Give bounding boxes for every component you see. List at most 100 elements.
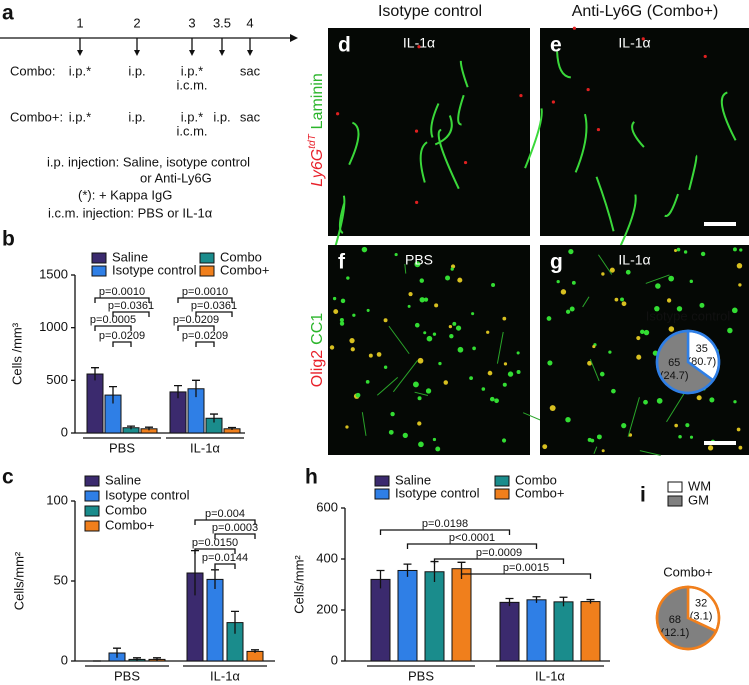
error-bar (376, 569, 385, 589)
error-bar (251, 649, 259, 653)
note: i.c.m. injection: PBS or IL-1α (48, 205, 213, 220)
day-label: 4 (246, 15, 253, 30)
vessel (434, 115, 453, 146)
cell (365, 379, 370, 384)
day-arrowhead (134, 50, 140, 56)
cell (339, 318, 344, 323)
significance-bracket (214, 563, 236, 569)
row-name: Combo: (10, 63, 56, 78)
panel-label: IL-1α (618, 252, 650, 268)
p-value: p=0.0209 (173, 314, 219, 326)
significance-bracket (94, 325, 132, 331)
pie-sublabel: (80.7) (687, 356, 716, 368)
cell (491, 283, 496, 288)
bar (86, 373, 104, 434)
cell (655, 283, 661, 289)
cell (339, 321, 345, 326)
cell (394, 252, 398, 257)
legend-label: Combo+ (105, 517, 155, 532)
cell (700, 251, 706, 257)
cell (418, 441, 424, 448)
cell (417, 357, 424, 364)
panel-letter: g (550, 251, 563, 274)
error-bar (231, 610, 239, 634)
pie-sublabel: (24.7) (660, 370, 689, 382)
cell (332, 296, 337, 301)
vessel (430, 103, 440, 138)
cell (643, 329, 650, 336)
cell (565, 417, 571, 423)
cell (414, 129, 419, 133)
cell (596, 434, 602, 440)
fiber (361, 412, 367, 436)
cell (674, 249, 678, 253)
cell (556, 279, 560, 284)
significance-bracket (112, 311, 150, 317)
significance-bracket (194, 548, 236, 554)
cell (549, 405, 556, 412)
step: i.p. (213, 109, 230, 124)
cell (423, 297, 429, 302)
row-label-part: CC1 (309, 313, 326, 345)
cell (507, 371, 514, 377)
note: (*): + Kappa IgG (78, 187, 172, 202)
x-tick-label: IL-1α (535, 668, 565, 683)
panel-label: PBS (405, 252, 433, 268)
panel-letter: b (2, 228, 15, 251)
error-bar (174, 384, 182, 399)
cell (486, 330, 490, 334)
row-label: Olig2 CC1 (309, 313, 326, 387)
vessel (334, 195, 346, 248)
cell (425, 388, 432, 394)
cell (346, 276, 350, 280)
note: or Anti-Ly6G (140, 170, 212, 185)
significance-bracket (460, 573, 592, 579)
cell (501, 438, 507, 443)
day-arrowhead (219, 50, 225, 56)
cell (568, 248, 574, 255)
bar (499, 601, 520, 662)
cell (336, 112, 340, 116)
fiber (582, 296, 590, 308)
fiber (627, 397, 640, 437)
y-tick-label: 600 (316, 499, 338, 514)
significance-bracket (433, 558, 565, 564)
error-bar (133, 657, 141, 661)
cell (489, 396, 495, 402)
pie-value: 32 (695, 598, 707, 610)
pie-outline (655, 585, 721, 651)
panel-letter: f (338, 251, 346, 274)
cell (419, 278, 424, 283)
cell (432, 437, 437, 442)
cell (676, 247, 681, 252)
cell (516, 370, 521, 375)
cell (469, 376, 473, 381)
y-axis-label: Cells/mm² (11, 551, 26, 610)
legend-swatch (84, 505, 100, 517)
cell (733, 400, 737, 404)
vessel (631, 121, 645, 148)
error-bar (586, 598, 595, 604)
legend-swatch (84, 475, 100, 487)
panel-letter: h (305, 466, 318, 489)
cell (388, 429, 394, 435)
pie-value: 35 (696, 343, 708, 355)
legend-label: Isotype control (395, 485, 480, 500)
vessel (595, 176, 615, 232)
cell (450, 267, 454, 271)
cell (471, 312, 475, 316)
cell (685, 423, 690, 428)
cell (586, 87, 590, 92)
cell (676, 306, 683, 312)
bar (397, 569, 418, 662)
cell (472, 346, 476, 351)
p-value: p=0.0010 (182, 286, 228, 298)
cell (668, 275, 675, 282)
cell (414, 261, 421, 268)
cell (448, 324, 453, 329)
p-value: p=0.0010 (99, 286, 145, 298)
cell (625, 269, 631, 275)
error-bar (113, 647, 121, 658)
row-label-part: Olig2 (309, 350, 326, 387)
